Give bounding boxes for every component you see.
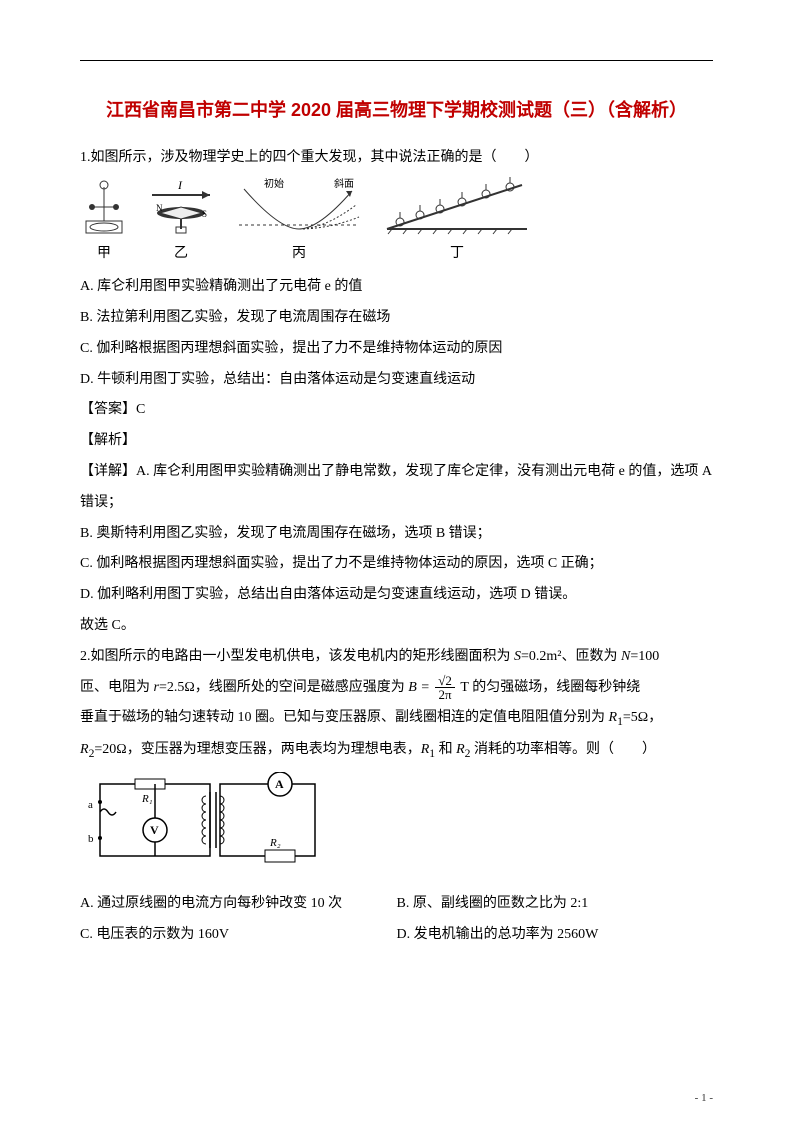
question-2: 2.如图所示的电路由一小型发电机供电，该发电机内的矩形线圈面积为 S=0.2m²… [80, 642, 713, 951]
document-title: 江西省南昌市第二中学 2020 届高三物理下学期校测试题（三）（含解析） [80, 91, 713, 131]
page-number: - 1 - [695, 1092, 713, 1104]
figure-label-jia: 甲 [80, 239, 128, 270]
svg-text:N: N [156, 203, 163, 213]
q2-option-b: B. 原、副线圈的匝数之比为 2:1 [397, 889, 714, 920]
q1-option-a: A. 库仑利用图甲实验精确测出了元电荷 e 的值 [80, 272, 713, 303]
q2-option-c: C. 电压表的示数为 160V [80, 920, 397, 951]
svg-text:R₂: R₂ [269, 837, 281, 849]
q1-detail-b: B. 奥斯特利用图乙实验，发现了电流周围存在磁场，选项 B 错误； [80, 519, 713, 550]
svg-text:a: a [88, 799, 93, 811]
q2-p4-c: 消耗的功率相等。则（ ） [470, 742, 656, 757]
figure-bing: 初始 斜面 丙 [234, 177, 364, 270]
q2-p3-b: =5Ω， [623, 710, 662, 725]
q2-option-a: A. 通过原线圈的电流方向每秒钟改变 10 次 [80, 889, 397, 920]
svg-text:b: b [88, 833, 94, 845]
q1-conclusion: 故选 C。 [80, 611, 713, 642]
q2-p1-b: =0.2m²、匝数为 [521, 649, 621, 664]
page: 江西省南昌市第二中学 2020 届高三物理下学期校测试题（三）（含解析） 1.如… [0, 0, 793, 1122]
q2-p4-a: =20Ω，变压器为理想变压器，两电表均为理想电表， [94, 742, 420, 757]
ideal-incline-icon: 初始 斜面 [234, 177, 364, 237]
q2-stem-line3: 垂直于磁场的轴匀速转动 10 圈。已知与变压器原、副线圈相连的定值电阻阻值分别为… [80, 703, 713, 734]
q1-detail-c: C. 伽利略根据图丙理想斜面实验，提出了力不是维持物体运动的原因，选项 C 正确… [80, 549, 713, 580]
q2-p2-a: 匝、电阻为 [80, 680, 154, 695]
q2-p4-b: 和 [435, 742, 456, 757]
q1-detail-a: 【详解】A. 库仑利用图甲实验精确测出了静电常数，发现了库仑定律，没有测出元电荷… [80, 457, 713, 519]
incline-bells-icon [382, 177, 532, 237]
svg-text:V: V [150, 823, 159, 837]
svg-text:斜面: 斜面 [334, 177, 354, 190]
svg-text:I: I [177, 178, 183, 192]
q1-detail-d: D. 伽利略利用图丁实验，总结出自由落体运动是匀变速直线运动，选项 D 错误。 [80, 580, 713, 611]
figure-ding: 丁 [382, 177, 532, 270]
q2-stem-line4: R2=20Ω，变压器为理想变压器，两电表均为理想电表，R1 和 R2 消耗的功率… [80, 735, 713, 766]
q1-explain-label: 【解析】 [80, 426, 713, 457]
figure-label-ding: 丁 [382, 239, 532, 270]
q2-circuit-figure: a b R₁ V A [80, 772, 713, 885]
torsion-balance-icon [80, 177, 128, 237]
q2-p1-c: =100 [630, 649, 659, 664]
formula-B: B = √22π [408, 680, 460, 695]
q2-stem-line2: 匝、电阻为 r=2.5Ω，线圈所处的空间是磁感应强度为 B = √22π T 的… [80, 673, 713, 704]
svg-text:A: A [275, 777, 284, 791]
circuit-icon: a b R₁ V A [80, 772, 330, 872]
q2-p2-b: =2.5Ω，线圈所处的空间是磁感应强度为 [159, 680, 405, 695]
figure-yi: I N S 乙 [146, 177, 216, 270]
q1-option-b: B. 法拉第利用图乙实验，发现了电流周围存在磁场 [80, 303, 713, 334]
q1-stem: 1.如图所示，涉及物理学史上的四个重大发现，其中说法正确的是（ ） [80, 143, 713, 174]
q1-option-c: C. 伽利略根据图丙理想斜面实验，提出了力不是维持物体运动的原因 [80, 334, 713, 365]
q1-answer: 【答案】C [80, 395, 713, 426]
q1-figures: 甲 I N S 乙 [80, 177, 713, 270]
svg-text:S: S [202, 209, 207, 219]
svg-text:R₁: R₁ [141, 793, 153, 805]
figure-jia: 甲 [80, 177, 128, 270]
q2-p3-a: 垂直于磁场的轴匀速转动 10 圈。已知与变压器原、副线圈相连的定值电阻阻值分别为 [80, 710, 609, 725]
q2-option-d: D. 发电机输出的总功率为 2560W [397, 920, 714, 951]
q1-option-d: D. 牛顿利用图丁实验，总结出：自由落体运动是匀变速直线运动 [80, 365, 713, 396]
figure-label-bing: 丙 [234, 239, 364, 270]
svg-text:初始: 初始 [264, 177, 284, 190]
q2-stem-line1: 2.如图所示的电路由一小型发电机供电，该发电机内的矩形线圈面积为 S=0.2m²… [80, 642, 713, 673]
top-rule [80, 60, 713, 61]
question-1: 1.如图所示，涉及物理学史上的四个重大发现，其中说法正确的是（ ） 甲 [80, 143, 713, 642]
oersted-icon: I N S [146, 177, 216, 237]
q2-p2-c: T 的匀强磁场，线圈每秒钟绕 [460, 680, 640, 695]
q2-options: A. 通过原线圈的电流方向每秒钟改变 10 次 B. 原、副线圈的匝数之比为 2… [80, 889, 713, 951]
figure-label-yi: 乙 [146, 239, 216, 270]
q2-p1-a: 2.如图所示的电路由一小型发电机供电，该发电机内的矩形线圈面积为 [80, 649, 514, 664]
